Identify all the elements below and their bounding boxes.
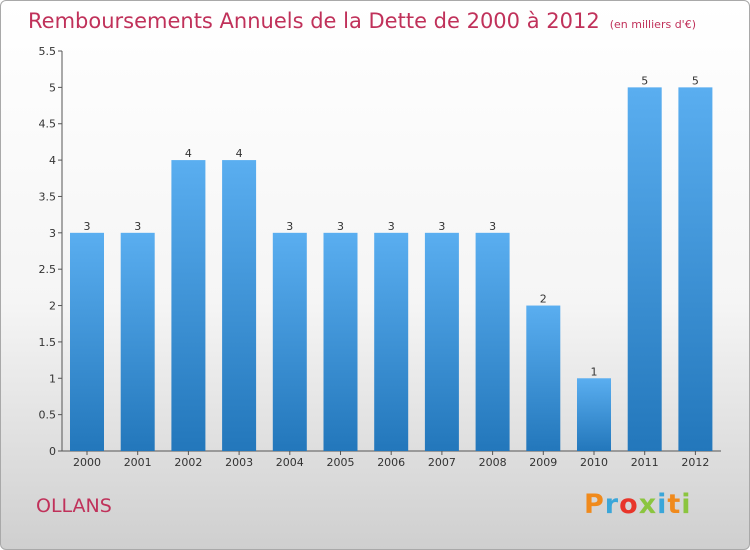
bar-value-label: 3 <box>286 220 293 233</box>
bar <box>171 160 206 451</box>
bar <box>70 232 104 451</box>
bar <box>475 232 510 451</box>
x-tick-label: 2006 <box>377 456 405 469</box>
logo-letter: P <box>584 489 605 520</box>
x-tick-label: 2003 <box>225 456 253 469</box>
x-tick-label: 2008 <box>479 456 507 469</box>
x-tick-label: 2010 <box>580 456 608 469</box>
bar-value-label: 4 <box>236 147 243 160</box>
logo-letter: x <box>638 489 658 520</box>
bar <box>272 232 307 451</box>
bar-value-label: 5 <box>641 74 648 87</box>
bar-value-label: 3 <box>337 220 344 233</box>
chart-title: Remboursements Annuels de la Dette de 20… <box>28 9 696 33</box>
x-tick-label: 2004 <box>276 456 304 469</box>
logo-letter: o <box>619 489 639 520</box>
y-tick-label: 4.5 <box>39 118 57 131</box>
logo-letter: r <box>604 489 620 520</box>
x-tick-label: 2009 <box>529 456 557 469</box>
bar-value-label: 3 <box>84 220 91 233</box>
y-tick-label: 1.5 <box>39 336 57 349</box>
title-unit: (en milliers d'€) <box>609 18 696 31</box>
proxiti-logo: Proxiti <box>584 489 692 520</box>
bar-value-label: 3 <box>134 220 141 233</box>
y-tick-label: 1 <box>49 372 56 385</box>
bar <box>424 232 459 451</box>
logo-letter: i <box>681 489 692 520</box>
bar <box>627 87 662 451</box>
y-tick-label: 4 <box>49 154 56 167</box>
x-tick-label: 2000 <box>73 456 101 469</box>
x-tick-label: 2011 <box>631 456 659 469</box>
title-text: Remboursements Annuels de la Dette de 20… <box>28 9 600 33</box>
bar <box>323 232 358 451</box>
y-tick-label: 2.5 <box>39 263 57 276</box>
bar <box>577 378 611 451</box>
bar-value-label: 5 <box>692 74 699 87</box>
bar-value-label: 2 <box>540 293 547 306</box>
bar-value-label: 3 <box>489 220 496 233</box>
bar <box>526 305 561 451</box>
y-tick-label: 3.5 <box>39 190 57 203</box>
bar <box>374 232 409 451</box>
y-tick-label: 5.5 <box>39 45 57 58</box>
y-tick-label: 5 <box>49 81 56 94</box>
y-tick-label: 2 <box>49 300 56 313</box>
bar-value-label: 3 <box>388 220 395 233</box>
bar <box>222 160 257 451</box>
bar-value-label: 4 <box>185 147 192 160</box>
x-tick-label: 2001 <box>124 456 152 469</box>
commune-name: OLLANS <box>36 495 112 517</box>
bar-value-label: 3 <box>438 220 445 233</box>
bar <box>678 87 713 451</box>
x-tick-label: 2007 <box>428 456 456 469</box>
y-tick-label: 0.5 <box>39 409 57 422</box>
x-tick-label: 2005 <box>327 456 355 469</box>
x-tick-label: 2012 <box>681 456 709 469</box>
y-tick-label: 0 <box>49 445 56 458</box>
y-tick-label: 3 <box>49 227 56 240</box>
logo-letter: t <box>667 489 682 520</box>
x-tick-label: 2002 <box>174 456 202 469</box>
bar-value-label: 1 <box>591 365 598 378</box>
logo-letter: i <box>657 489 668 520</box>
bar <box>120 232 155 451</box>
